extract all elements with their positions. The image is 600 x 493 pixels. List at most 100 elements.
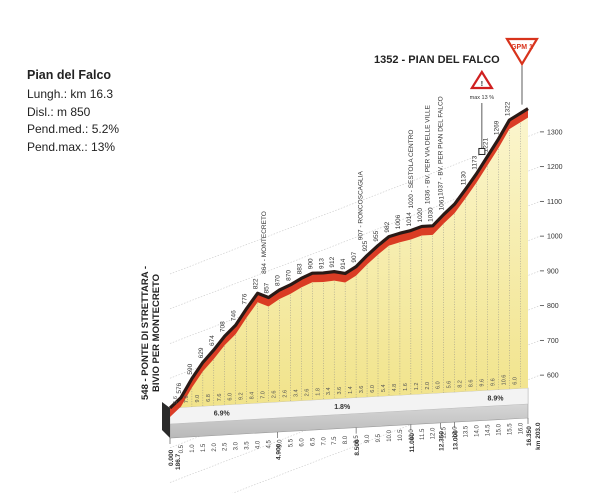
altitude-point-label: 907 [351, 251, 358, 262]
segment-grade-label: 4.8 [392, 384, 398, 392]
segment-grade-label: 8.2 [458, 380, 464, 388]
altitude-point-label: 870 [274, 275, 281, 286]
km-tick-label: 2.0 [212, 443, 218, 452]
km-tick-label: 1.5 [201, 443, 207, 452]
climb-info-box: Pian del Falco Lungh.: km 16.3 Disl.: m … [27, 68, 119, 156]
segment-grade-label: 10.6 [501, 375, 507, 386]
altitude-tick-label: 1200 [547, 164, 563, 171]
km-tick-label: 6.5 [310, 437, 316, 446]
km-tick-label: 5.5 [288, 438, 294, 447]
altitude-point-label: 870 [285, 270, 292, 281]
altitude-tick-label: 1300 [547, 129, 563, 136]
km-tick-label: 14.5 [485, 424, 491, 436]
segment-grade-label: 5.6 [447, 381, 453, 389]
climb-length: Lungh.: km 16.3 [27, 87, 114, 101]
altitude-point-label: 746 [231, 310, 238, 321]
altitude-point-label: 912 [329, 256, 336, 267]
altitude-point-label: 914 [340, 258, 347, 269]
place-label: 1036 - BV. PER VIA DELLE VILLE [424, 104, 431, 204]
altitude-point-label: 1269 [493, 120, 500, 135]
km-tick-label: 3.0 [234, 441, 240, 450]
max-grade-label: max 13 % [470, 95, 495, 101]
altitude-point-label: 576 [176, 382, 183, 393]
km-tick-label: 13.0 [453, 426, 459, 438]
segment-grade-label: 3.6 [359, 386, 365, 394]
altitude-tick-label: 1100 [547, 199, 562, 206]
altitude-point-label: 1014 [406, 212, 413, 227]
altitude-point-label: 1221 [482, 138, 489, 153]
segment-grade-label: 7.6 [217, 394, 223, 402]
altitude-point-label: 1030 [428, 207, 435, 222]
segment-grade-label: 1.6 [403, 383, 409, 391]
altitude-point-label: 913 [318, 258, 325, 269]
altitude-point-label: 1020 [417, 208, 424, 223]
segment-grade-label: 3.4 [326, 387, 332, 395]
segment-grade-label: 6.0 [370, 385, 376, 393]
altitude-point-label: 1006 [395, 214, 402, 229]
altitude-point-label: 629 [198, 347, 205, 358]
segment-grade-label: 3.6 [337, 387, 343, 395]
altitude-tick-label: 1000 [547, 234, 563, 241]
altitude-tick-label: 900 [547, 268, 559, 275]
profile-signs: GPM 1! max 13 % [469, 37, 539, 155]
segment-grade-label: 5.6 [173, 396, 179, 404]
km-tick-label: 6.0 [299, 438, 305, 447]
place-label: 1037 - BV. PER PIAN DEL FALCO [437, 96, 444, 196]
km-tick-label: 3.5 [245, 441, 251, 450]
altitude-point-label: 982 [384, 221, 391, 232]
profile-area-fill [170, 108, 528, 409]
km-tick-label: 15.0 [496, 423, 502, 435]
altitude-point-label: 925 [362, 240, 369, 251]
profile-left-edge [162, 402, 170, 438]
km-tick-label: 5.0 [277, 439, 283, 448]
km-tick-label: 7.5 [332, 436, 338, 445]
km-marker-label: 0.000 [168, 449, 175, 466]
segment-grade-label: 7.8 [184, 395, 190, 403]
start-label-line1: 548 - PONTE DI STRETTARA - [140, 266, 151, 400]
altitude-point-label: 1173 [472, 155, 479, 169]
altitude-point-label: 674 [209, 335, 216, 346]
segment-grade-label: 9.0 [195, 395, 201, 403]
segment-grade-label: 8.4 [250, 392, 256, 400]
race-km-end: km 203.0 [535, 422, 542, 450]
altitude-point-label: 955 [373, 230, 380, 241]
km-marker-label: 16.350 [526, 426, 533, 446]
place-label: 864 - MONTECRETO [261, 211, 268, 274]
km-tick-label: 9.0 [365, 434, 371, 443]
km-tick-label: 10.0 [387, 429, 393, 441]
km-tick-label: 10.5 [398, 429, 404, 441]
max-grade-icon-mark: ! [481, 81, 483, 88]
km-tick-label: 11.5 [420, 428, 426, 440]
km-tick-label: 8.0 [343, 435, 349, 444]
measure-drop-lines [180, 123, 521, 408]
segment-grade-label: 6.0 [228, 393, 234, 401]
km-tick-label: 7.0 [321, 436, 327, 445]
altitude-point-label: 776 [242, 293, 249, 304]
segment-grade-label: 2.6 [304, 389, 310, 397]
altitude-point-label: 1322 [504, 101, 511, 116]
segment-grade-label: 7.0 [261, 391, 267, 399]
road-top-line [168, 107, 529, 410]
max-grade-point [478, 147, 486, 155]
altitude-point-label: 857 [264, 282, 271, 293]
segment-grade-label: 1.4 [348, 386, 354, 394]
km-tick-label: 4.0 [256, 440, 262, 449]
section-grade-label: 8.9% [487, 395, 504, 402]
altitude-point-label: 1130 [461, 171, 468, 185]
segment-grade-label: 1.8 [315, 388, 321, 396]
km-marker-label: 13.000 [453, 430, 460, 450]
profile-road [168, 107, 529, 418]
altitude-point-label: 590 [187, 363, 194, 374]
place-label: 1020 - SESTOLA CENTRO [408, 130, 415, 209]
section-grade-label: 6.9% [214, 411, 231, 418]
km-tick-label: 4.5 [267, 439, 273, 448]
climb-average-grade: Pend.med.: 5.2% [27, 122, 120, 136]
km-marker-label: 8.500 [354, 439, 361, 456]
max-grade-icon [469, 69, 494, 90]
altitude-point-label: 883 [296, 263, 303, 274]
race-km-start: 186.7 [175, 453, 182, 470]
km-tick-label: 16.0 [518, 422, 524, 434]
km-tick-label: 9.5 [376, 433, 382, 442]
profile-labels: 600 700 800 900 1000 1100 1200 1300 576 590 629 674… [140, 54, 563, 470]
